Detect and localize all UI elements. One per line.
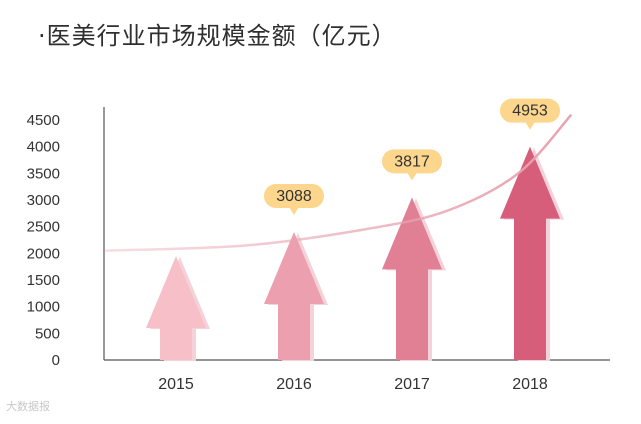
y-tick-labels: 0 500 1000 1500 2000 2500 3000 3500 4000 4500 — [27, 112, 60, 369]
y-tick-label: 1000 — [27, 299, 60, 316]
y-tick-label: 2500 — [27, 219, 60, 236]
y-tick-label: 0 — [52, 352, 60, 369]
data-label: 4953 — [512, 103, 548, 120]
bubble-shape — [500, 98, 560, 123]
y-tick-label: 4500 — [27, 112, 60, 129]
arrow-bar — [500, 146, 560, 360]
x-category-label: 2017 — [394, 376, 430, 393]
y-tick-label: 2000 — [27, 245, 60, 262]
arrow-bar — [382, 197, 442, 360]
arrow-bar — [264, 232, 324, 360]
bubble-shape — [264, 184, 324, 208]
bubble-pointer — [525, 121, 535, 130]
watermark-text: 大数据报 — [6, 400, 50, 413]
data-label-bubble: 3088 — [264, 184, 324, 215]
data-label-bubble: 3817 — [382, 149, 442, 181]
data-label: 3088 — [276, 188, 312, 205]
y-tick-label: 3500 — [27, 165, 60, 182]
arrow-bars — [146, 146, 564, 361]
x-category-labels: 2015 2016 2017 2018 — [158, 376, 548, 393]
x-category-label: 2018 — [512, 376, 548, 393]
y-tick-label: 4000 — [27, 139, 60, 156]
data-label: 3817 — [394, 153, 430, 170]
data-label-bubbles: 3088 3817 4953 — [264, 98, 560, 215]
y-tick-label: 3000 — [27, 192, 60, 209]
bubble-pointer — [407, 172, 417, 181]
y-tick-label: 500 — [35, 325, 60, 342]
arrow-bar — [146, 256, 206, 360]
data-label-bubble: 4953 — [500, 98, 560, 130]
x-category-label: 2015 — [158, 376, 194, 393]
y-tick-label: 1500 — [27, 272, 60, 289]
trend-curve — [105, 113, 573, 252]
x-category-label: 2016 — [276, 376, 312, 393]
bubble-pointer — [289, 207, 299, 215]
chart-title: ·医美行业市场规模金额（亿元） — [38, 22, 397, 50]
bubble-shape — [382, 149, 442, 174]
